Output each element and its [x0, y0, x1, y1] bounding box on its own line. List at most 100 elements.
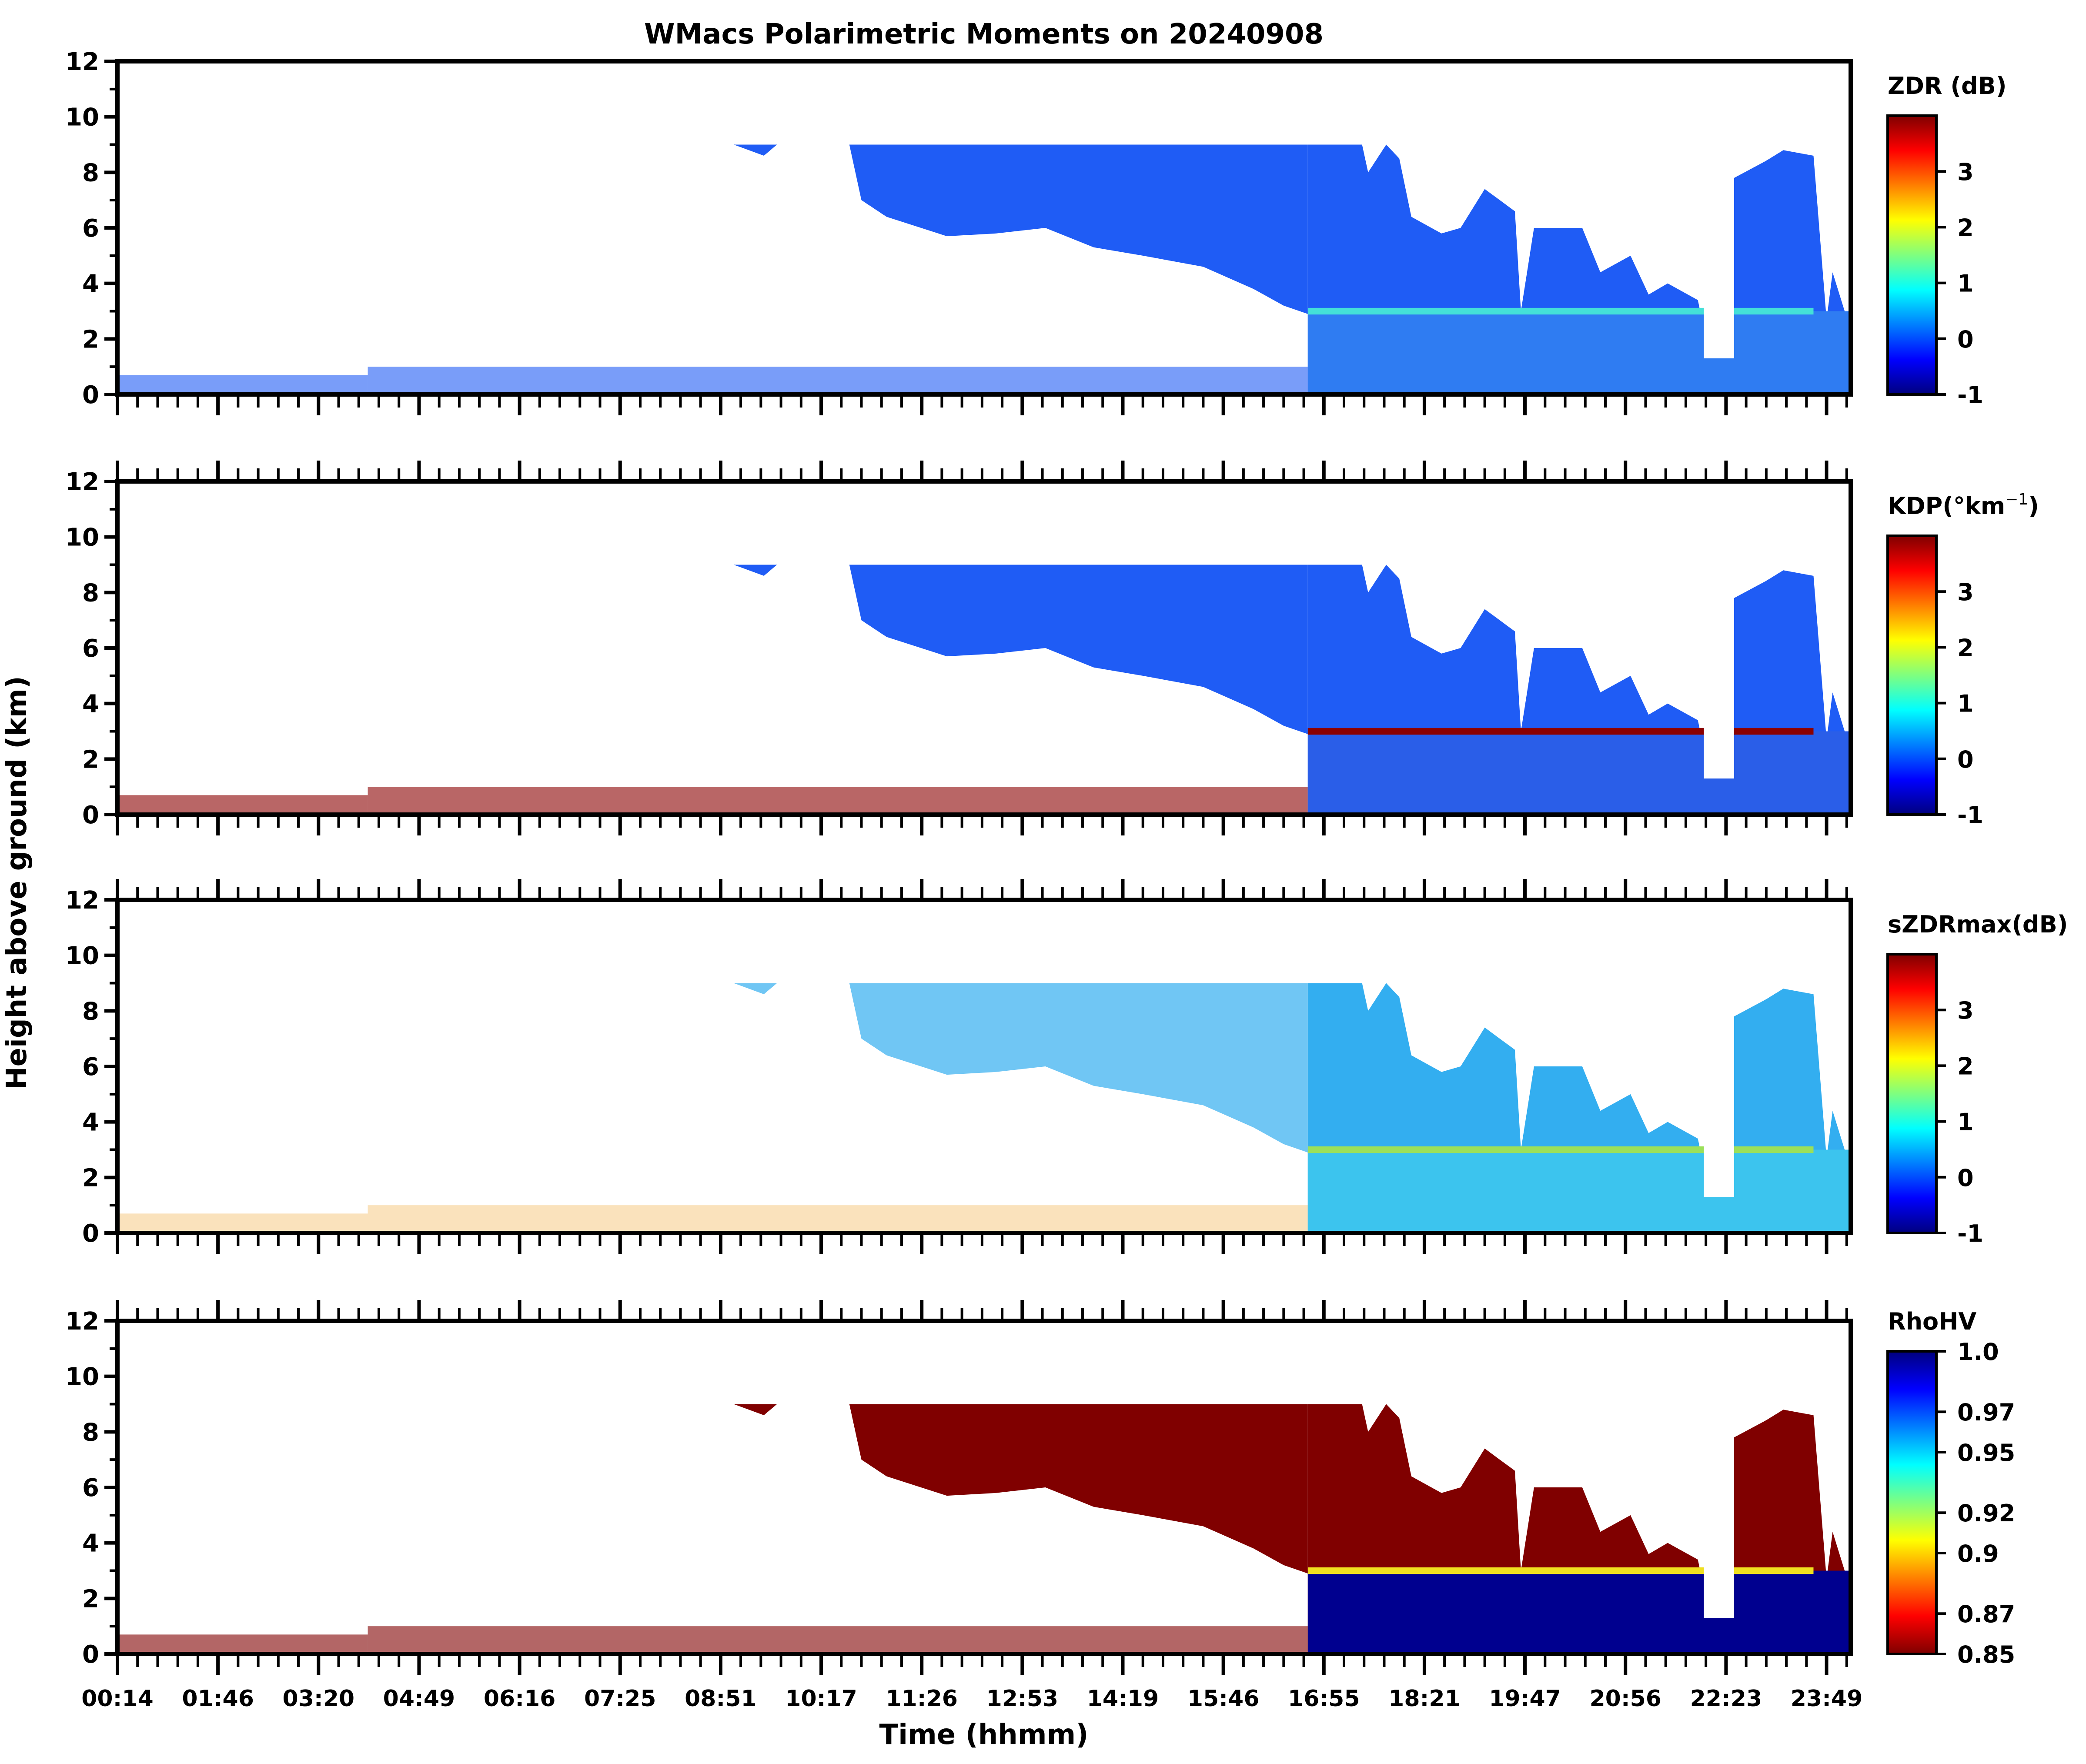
plot-area [117, 139, 1851, 394]
colorbar-tick-label: 2 [1957, 214, 1974, 241]
y-tick-label: 8 [82, 579, 99, 607]
y-tick-label: 10 [65, 104, 99, 132]
y-tick-label: 4 [82, 690, 99, 718]
echo-boundary-layer [368, 1205, 1308, 1233]
y-tick-label: 0 [82, 1640, 99, 1669]
y-tick-label: 4 [82, 1109, 99, 1137]
y-tick-label: 0 [82, 381, 99, 409]
figure-title: WMacs Polarimetric Moments on 20240908 [644, 18, 1324, 50]
echo-stratiform [733, 565, 1308, 734]
x-tick-label: 15:46 [1187, 1686, 1260, 1712]
echo-gap [1704, 139, 1734, 359]
colorbar-tick-label: 0.9 [1957, 1540, 1999, 1567]
x-tick-label: 20:56 [1589, 1686, 1661, 1712]
y-tick-label: 6 [82, 1053, 99, 1081]
y-tick-label: 6 [82, 1474, 99, 1502]
colorbar-label: sZDRmax(dB) [1888, 911, 2068, 938]
plot-area [117, 559, 1851, 815]
colorbar-label: RhoHV [1888, 1308, 1976, 1335]
colorbar-tick-label: 0 [1957, 1164, 1974, 1192]
colorbar-label-text: ZDR (dB) [1888, 72, 2007, 100]
colorbar-label: ZDR (dB) [1888, 72, 2007, 100]
x-tick-label: 08:51 [685, 1686, 757, 1712]
x-tick-label: 01:46 [182, 1686, 254, 1712]
x-tick-label: 16:55 [1288, 1686, 1360, 1712]
colorbar-label-text: sZDRmax(dB) [1888, 911, 2068, 938]
x-tick-label: 00:14 [81, 1686, 154, 1712]
x-tick-label: 10:17 [785, 1686, 857, 1712]
y-tick-label: 12 [65, 48, 99, 76]
y-tick-label: 8 [82, 997, 99, 1026]
melting-layer-band [1307, 307, 1814, 315]
echo-gap [1704, 559, 1734, 779]
x-tick-label: 23:49 [1791, 1686, 1863, 1712]
melting-layer-band [1307, 1146, 1814, 1153]
melting-layer-band [1307, 1567, 1814, 1574]
echo-lower-region [1307, 1149, 1851, 1233]
colorbar-label-text: RhoHV [1888, 1308, 1976, 1335]
colorbar-tick-label: 0.95 [1957, 1439, 2015, 1467]
colorbar-tick-label: 0.97 [1957, 1399, 2015, 1426]
echo-boundary-layer [368, 367, 1308, 394]
y-tick-label: 0 [82, 1219, 99, 1248]
colorbar [1886, 114, 1938, 396]
plot-area [117, 1398, 1851, 1654]
melting-layer-band [1307, 728, 1814, 735]
echo-lower-region [1307, 731, 1851, 815]
colorbar-tick-label: 0.87 [1957, 1600, 2015, 1628]
colorbar-tick-label: 0 [1957, 746, 1974, 773]
colorbar-label-end: ) [2028, 492, 2039, 520]
colorbar-tick-label: 3 [1957, 997, 1974, 1024]
y-tick-label: 10 [65, 524, 99, 552]
y-tick-label: 12 [65, 468, 99, 496]
colorbar [1886, 535, 1938, 816]
y-tick-label: 2 [82, 1585, 99, 1613]
x-axis-label: Time (hhmm) [879, 1719, 1089, 1751]
y-axis-label: Height above ground (km) [1, 676, 33, 1090]
echo-boundary-layer [117, 795, 368, 815]
y-tick-label: 8 [82, 1418, 99, 1447]
colorbar-tick-label: 3 [1957, 158, 1974, 186]
colorbar-tick-label: 2 [1957, 634, 1974, 662]
x-tick-label: 07:25 [584, 1686, 656, 1712]
colorbar-tick-label: 1 [1957, 690, 1974, 718]
y-tick-label: 6 [82, 214, 99, 243]
echo-boundary-layer [117, 1213, 368, 1233]
echo-boundary-layer [368, 787, 1308, 815]
x-tick-label: 14:19 [1087, 1686, 1159, 1712]
colorbar-tick-label: 0.85 [1957, 1641, 2015, 1668]
x-tick-label: 06:16 [484, 1686, 556, 1712]
colorbar-tick-label: -1 [1957, 1220, 1983, 1247]
y-tick-label: 2 [82, 745, 99, 774]
y-tick-label: 4 [82, 270, 99, 298]
y-tick-label: 10 [65, 942, 99, 970]
y-tick-label: 2 [82, 325, 99, 354]
y-tick-label: 8 [82, 159, 99, 187]
panel-rhohv: 0 2 4 6 8 10 12 0.85 0.87 0.9 0.92 0.95 0.97 1.0 RhoHV [65, 1300, 2015, 1675]
x-tick-label: 12:53 [986, 1686, 1059, 1712]
y-tick-label: 6 [82, 635, 99, 663]
echo-stratiform [733, 983, 1308, 1153]
x-tick-label: 03:20 [283, 1686, 355, 1712]
colorbar-tick-label: 0 [1957, 326, 1974, 353]
colorbar [1886, 1350, 1938, 1655]
colorbar-tick-label: 2 [1957, 1052, 1974, 1080]
plot-area [117, 977, 1851, 1233]
colorbar-label-sup: −1 [2005, 491, 2028, 508]
echo-lower-region [1307, 1570, 1851, 1654]
colorbar-tick-label: 1 [1957, 270, 1974, 297]
echo-stratiform [733, 1404, 1308, 1574]
colorbar-tick-label: -1 [1957, 381, 1983, 409]
y-tick-label: 12 [65, 886, 99, 915]
echo-gap [1704, 977, 1734, 1197]
colorbar-tick-label: 0.92 [1957, 1500, 2015, 1527]
colorbar-tick-label: 1.0 [1957, 1338, 1999, 1366]
echo-boundary-layer [368, 1626, 1308, 1654]
x-tick-label: 19:47 [1489, 1686, 1561, 1712]
x-tick-label: 18:21 [1388, 1686, 1461, 1712]
colorbar [1886, 953, 1938, 1234]
colorbar-tick-label: 3 [1957, 578, 1974, 606]
